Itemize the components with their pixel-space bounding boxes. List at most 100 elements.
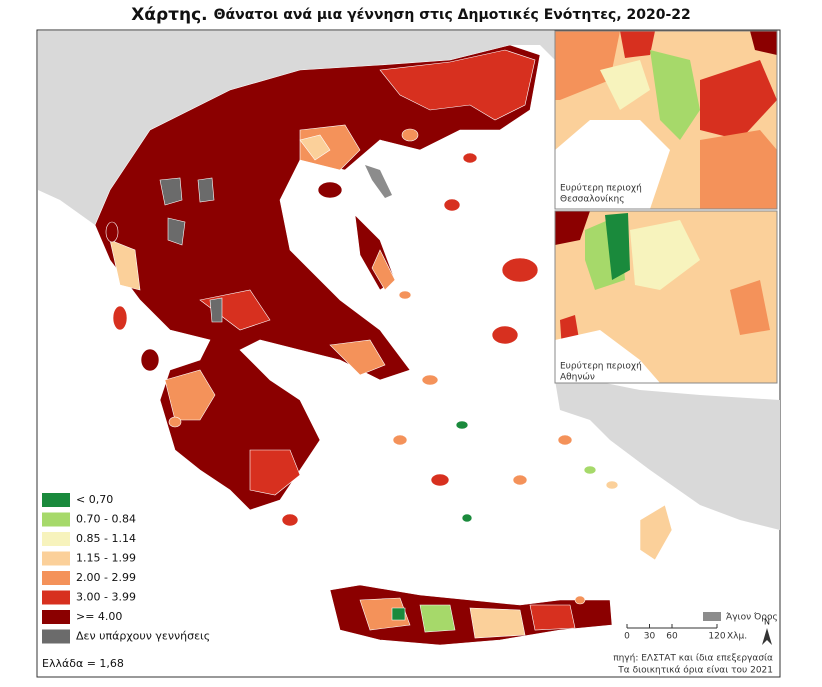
island [443, 198, 461, 212]
legend-label: 2.00 - 2.99 [76, 571, 136, 584]
crete-region [391, 607, 406, 621]
crete-region [359, 597, 411, 631]
legend-label: 0.70 - 0.84 [76, 513, 136, 526]
greece [94, 44, 673, 646]
island [281, 513, 299, 527]
legend-label: >= 4.00 [76, 610, 122, 623]
island [574, 595, 586, 605]
sea [555, 120, 670, 209]
island [501, 257, 539, 283]
island [512, 474, 528, 486]
legend: < 0,70 0.70 - 0.84 0.85 - 1.14 1.15 - 1.99 2… [42, 493, 210, 644]
island [583, 465, 597, 475]
island [421, 374, 439, 386]
island [398, 290, 412, 300]
island [455, 420, 469, 430]
island [140, 348, 160, 372]
no-births [159, 177, 183, 206]
region [630, 220, 700, 290]
no-births [197, 177, 215, 203]
region [700, 60, 777, 140]
island [317, 181, 343, 199]
athos-swatch [703, 612, 721, 621]
scale-unit: Χλμ. [727, 632, 747, 642]
inset-thessaloniki: Ευρύτερη περιοχή Θεσσαλονίκης [554, 30, 778, 210]
inset-frame [554, 210, 778, 384]
no-births [167, 217, 186, 246]
north-arrow: N [762, 618, 772, 645]
source: πηγή: ΕΛΣΤΑΤ και ίδια επεξεργασία [613, 654, 773, 664]
inset-label: Θεσσαλονίκης [560, 195, 625, 205]
region [555, 211, 590, 245]
island [401, 128, 419, 142]
scale-label: 30 [644, 632, 656, 642]
region [605, 213, 630, 280]
legend-label: < 0,70 [76, 493, 113, 506]
legend-note: Ελλάδα = 1,68 [42, 657, 124, 670]
legend-label: 0.85 - 1.14 [76, 532, 136, 545]
legend-label: 3.00 - 3.99 [76, 591, 136, 604]
crete-region [469, 607, 526, 639]
inset-label: Ευρύτερη περιοχή [560, 183, 642, 194]
title-text: Θάνατοι ανά μια γέννηση στις Δημοτικές Ε… [214, 7, 691, 23]
region [299, 134, 331, 161]
region [620, 31, 655, 58]
legend-swatch [42, 532, 70, 546]
island [430, 473, 450, 487]
legend-swatch [42, 610, 70, 624]
region [600, 60, 650, 110]
balkans [38, 31, 555, 225]
inset-label: Αθηνών [560, 372, 595, 383]
region [750, 31, 777, 55]
legend-label: 1.15 - 1.99 [76, 552, 136, 565]
island [491, 325, 519, 345]
north-mark: N [764, 618, 770, 627]
island [605, 480, 619, 490]
island [462, 152, 478, 164]
legend-swatch [42, 512, 70, 527]
region [700, 130, 777, 209]
no-births [209, 297, 223, 323]
region [555, 31, 620, 100]
island [112, 305, 128, 331]
scale-label: 60 [666, 632, 678, 642]
legend-swatch [42, 571, 70, 585]
inset-frame [554, 30, 778, 210]
title: Χάρτης. Θάνατοι ανά μια γέννηση στις Δημο… [131, 5, 691, 25]
island [461, 513, 473, 523]
title-label: Χάρτης. [131, 5, 207, 25]
region [164, 369, 216, 421]
evia-south [371, 249, 396, 291]
legend-swatch [42, 493, 70, 507]
mount-athos [365, 165, 392, 198]
region [730, 280, 770, 335]
island [557, 434, 573, 446]
athos-label: Άγιον Όρος [726, 612, 778, 623]
island [105, 221, 119, 243]
foreign-land [38, 31, 780, 530]
island [168, 416, 182, 428]
region [249, 449, 301, 496]
legend-swatch [42, 590, 70, 605]
crete-region [529, 604, 576, 631]
source: Τα διοικητικά όρια είναι του 2021 [617, 665, 773, 676]
scale-label: 0 [624, 632, 630, 642]
arrow [762, 628, 772, 645]
sea [555, 330, 660, 383]
legend-label: Δεν υπάρχουν γεννήσεις [76, 630, 210, 643]
scale-bar: 0 30 60 120 Χλμ. [624, 624, 747, 642]
inset-athens: Ευρύτερη περιοχή Αθηνών [554, 210, 778, 384]
turkey [555, 380, 780, 530]
rhodes [639, 504, 673, 561]
region [650, 50, 700, 140]
region [329, 339, 386, 376]
inset-label: Ευρύτερη περιοχή [560, 361, 642, 372]
legend-swatch [42, 629, 70, 644]
island [392, 434, 408, 446]
crete-region [419, 604, 456, 633]
scale-label: 120 [708, 632, 725, 642]
legend-swatch [42, 551, 70, 566]
region [109, 239, 141, 291]
